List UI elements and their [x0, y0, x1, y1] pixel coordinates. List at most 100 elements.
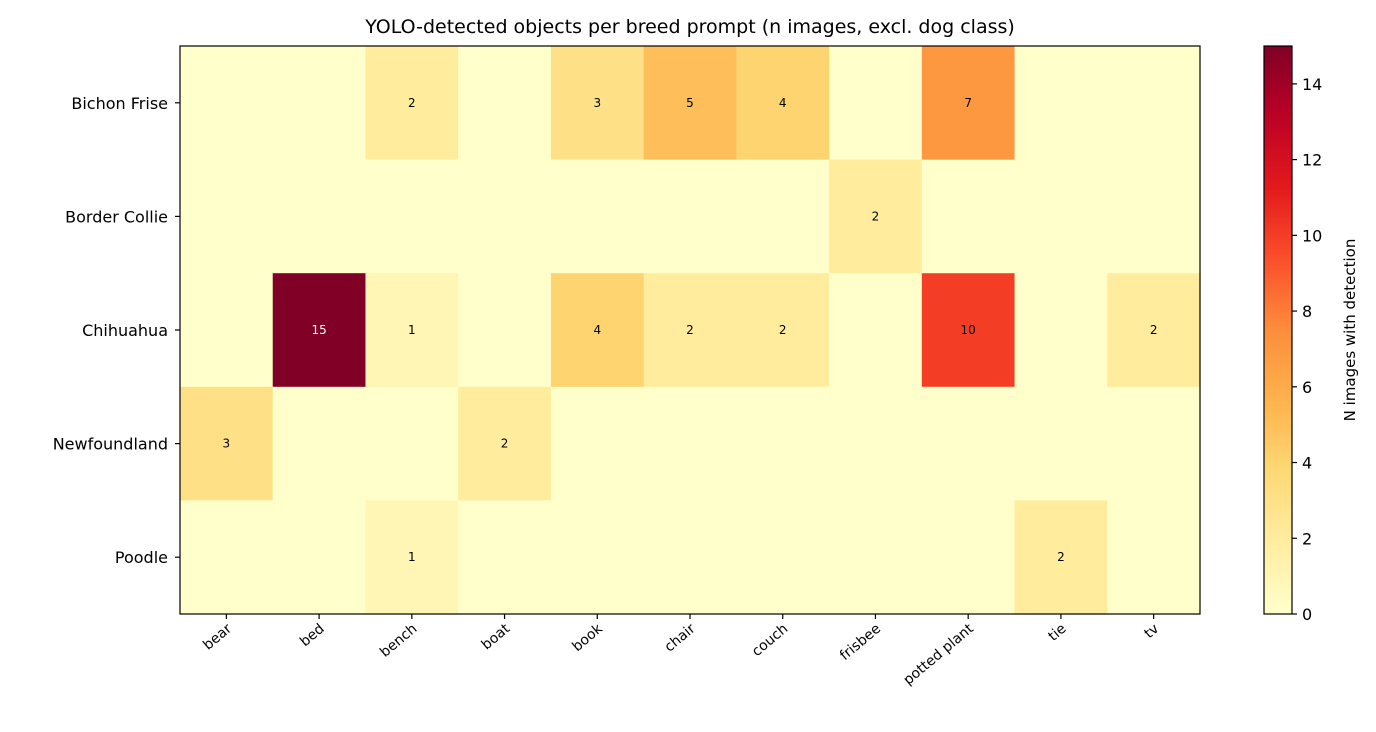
heatmap-cell	[180, 386, 274, 501]
cell-value-label: 1	[408, 550, 416, 564]
heatmap-cell	[1014, 159, 1108, 274]
heatmap-cell	[921, 386, 1016, 501]
cell-value-label: 2	[1057, 550, 1065, 564]
x-tick-label: chair	[662, 621, 699, 656]
x-axis: bear bed bench boat book chair couch frisbee pot…	[200, 614, 1162, 688]
heatmap-cell	[643, 386, 737, 501]
heatmap-cell	[643, 500, 737, 615]
heatmap-cell	[180, 500, 274, 615]
heatmap-cell	[1014, 273, 1108, 388]
cell-value-label: 4	[779, 96, 787, 110]
heatmap-cell	[180, 46, 274, 161]
heatmap-cell	[736, 500, 830, 615]
colorbar-tick-label: 10	[1302, 226, 1322, 245]
heatmap-cell	[458, 386, 552, 501]
heatmap-cell	[829, 159, 923, 274]
x-tick-label: tv	[1141, 621, 1162, 642]
y-tick-label: Poodle	[115, 548, 168, 567]
heatmap-cell	[180, 159, 274, 274]
colorbar-tick-label: 14	[1302, 75, 1322, 94]
heatmap-cell	[550, 500, 645, 615]
x-tick-label: potted plant	[901, 620, 978, 688]
heatmap-cell	[365, 273, 459, 388]
cell-value-label: 2	[408, 96, 416, 110]
cell-value-label: 2	[872, 209, 880, 223]
heatmap-cell	[736, 159, 830, 274]
cell-value-label: 15	[311, 323, 326, 337]
cell-value-label: 4	[593, 323, 601, 337]
cell-value-label: 10	[961, 323, 976, 337]
heatmap-cell	[921, 159, 1016, 274]
colorbar-tick-label: 6	[1302, 378, 1312, 397]
heatmap-cell	[458, 159, 552, 274]
x-tick-label: tie	[1045, 621, 1069, 645]
cell-value-label: 7	[964, 96, 972, 110]
heatmap-cell	[272, 159, 367, 274]
heatmap-cell	[1014, 46, 1108, 161]
heatmap-cell	[1107, 46, 1201, 161]
heatmap-cell	[829, 386, 923, 501]
cell-value-label: 5	[686, 96, 694, 110]
cell-value-label: 2	[1150, 323, 1158, 337]
heatmap-cell	[1107, 500, 1201, 615]
heatmap-cell	[736, 386, 830, 501]
x-tick-label: couch	[749, 621, 791, 660]
heatmap-cell	[736, 46, 830, 161]
heatmap-cell	[643, 273, 737, 388]
heatmap-cell	[365, 159, 459, 274]
heatmap-cell	[550, 159, 645, 274]
heatmap-cell	[1014, 500, 1108, 615]
heatmap-cell	[180, 273, 274, 388]
y-axis: Bichon Frise Border Collie Chihuahua Newfou…	[53, 94, 180, 567]
colorbar-label: N images with detection	[1341, 239, 1359, 422]
colorbar-gradient	[1263, 45, 1293, 615]
heatmap-cell	[829, 500, 923, 615]
x-tick-label: bench	[377, 621, 420, 661]
cell-value-label: 3	[223, 437, 231, 451]
heatmap-cell	[550, 46, 645, 161]
heatmap-cell	[921, 273, 1016, 388]
x-tick-label: frisbee	[837, 621, 884, 664]
chart-title: YOLO-detected objects per breed prompt (…	[364, 16, 1015, 38]
cell-value-label: 1	[408, 323, 416, 337]
heatmap-cell	[921, 500, 1016, 615]
heatmap-cell	[550, 273, 645, 388]
y-tick-label: Newfoundland	[53, 435, 168, 454]
colorbar-tick-label: 12	[1302, 151, 1322, 170]
heatmap-cell	[272, 500, 367, 615]
colorbar-tick-label: 4	[1302, 454, 1312, 473]
colorbar-tick-label: 0	[1302, 605, 1312, 624]
heatmap-cell	[458, 273, 552, 388]
x-tick-label: bed	[297, 621, 328, 650]
heatmap-cell	[550, 386, 645, 501]
heatmap-cell	[1107, 273, 1201, 388]
heatmap-cell	[365, 46, 459, 161]
heatmap-cell	[458, 500, 552, 615]
heatmap-cell	[829, 46, 923, 161]
heatmap-cell	[1107, 159, 1201, 274]
heatmap-cells: 2 3 5 4 7 2 15 1 4 2 2 10 2 3 2 1 2	[180, 46, 1201, 615]
heatmap-cell	[643, 46, 737, 161]
colorbar-tick-label: 2	[1302, 529, 1312, 548]
y-tick-label: Chihuahua	[82, 321, 168, 340]
heatmap-cell	[272, 273, 367, 388]
cell-value-label: 3	[593, 96, 601, 110]
heatmap-cell	[272, 386, 367, 501]
x-tick-label: book	[569, 620, 606, 655]
x-tick-label: boat	[479, 620, 514, 653]
heatmap-cell	[736, 273, 830, 388]
cell-value-label: 2	[686, 323, 694, 337]
cell-value-label: 2	[501, 437, 509, 451]
heatmap-cell	[921, 46, 1016, 161]
colorbar-tick-label: 8	[1302, 302, 1312, 321]
heatmap-cell	[272, 46, 367, 161]
heatmap-cell	[643, 159, 737, 274]
heatmap-cell	[458, 46, 552, 161]
heatmap-cell	[1107, 386, 1201, 501]
heatmap-cell	[1014, 386, 1108, 501]
x-tick-label: bear	[200, 621, 235, 654]
heatmap-cell	[365, 500, 459, 615]
colorbar: 0 2 4 6 8 10 12 14 N images with detection	[1263, 45, 1359, 624]
